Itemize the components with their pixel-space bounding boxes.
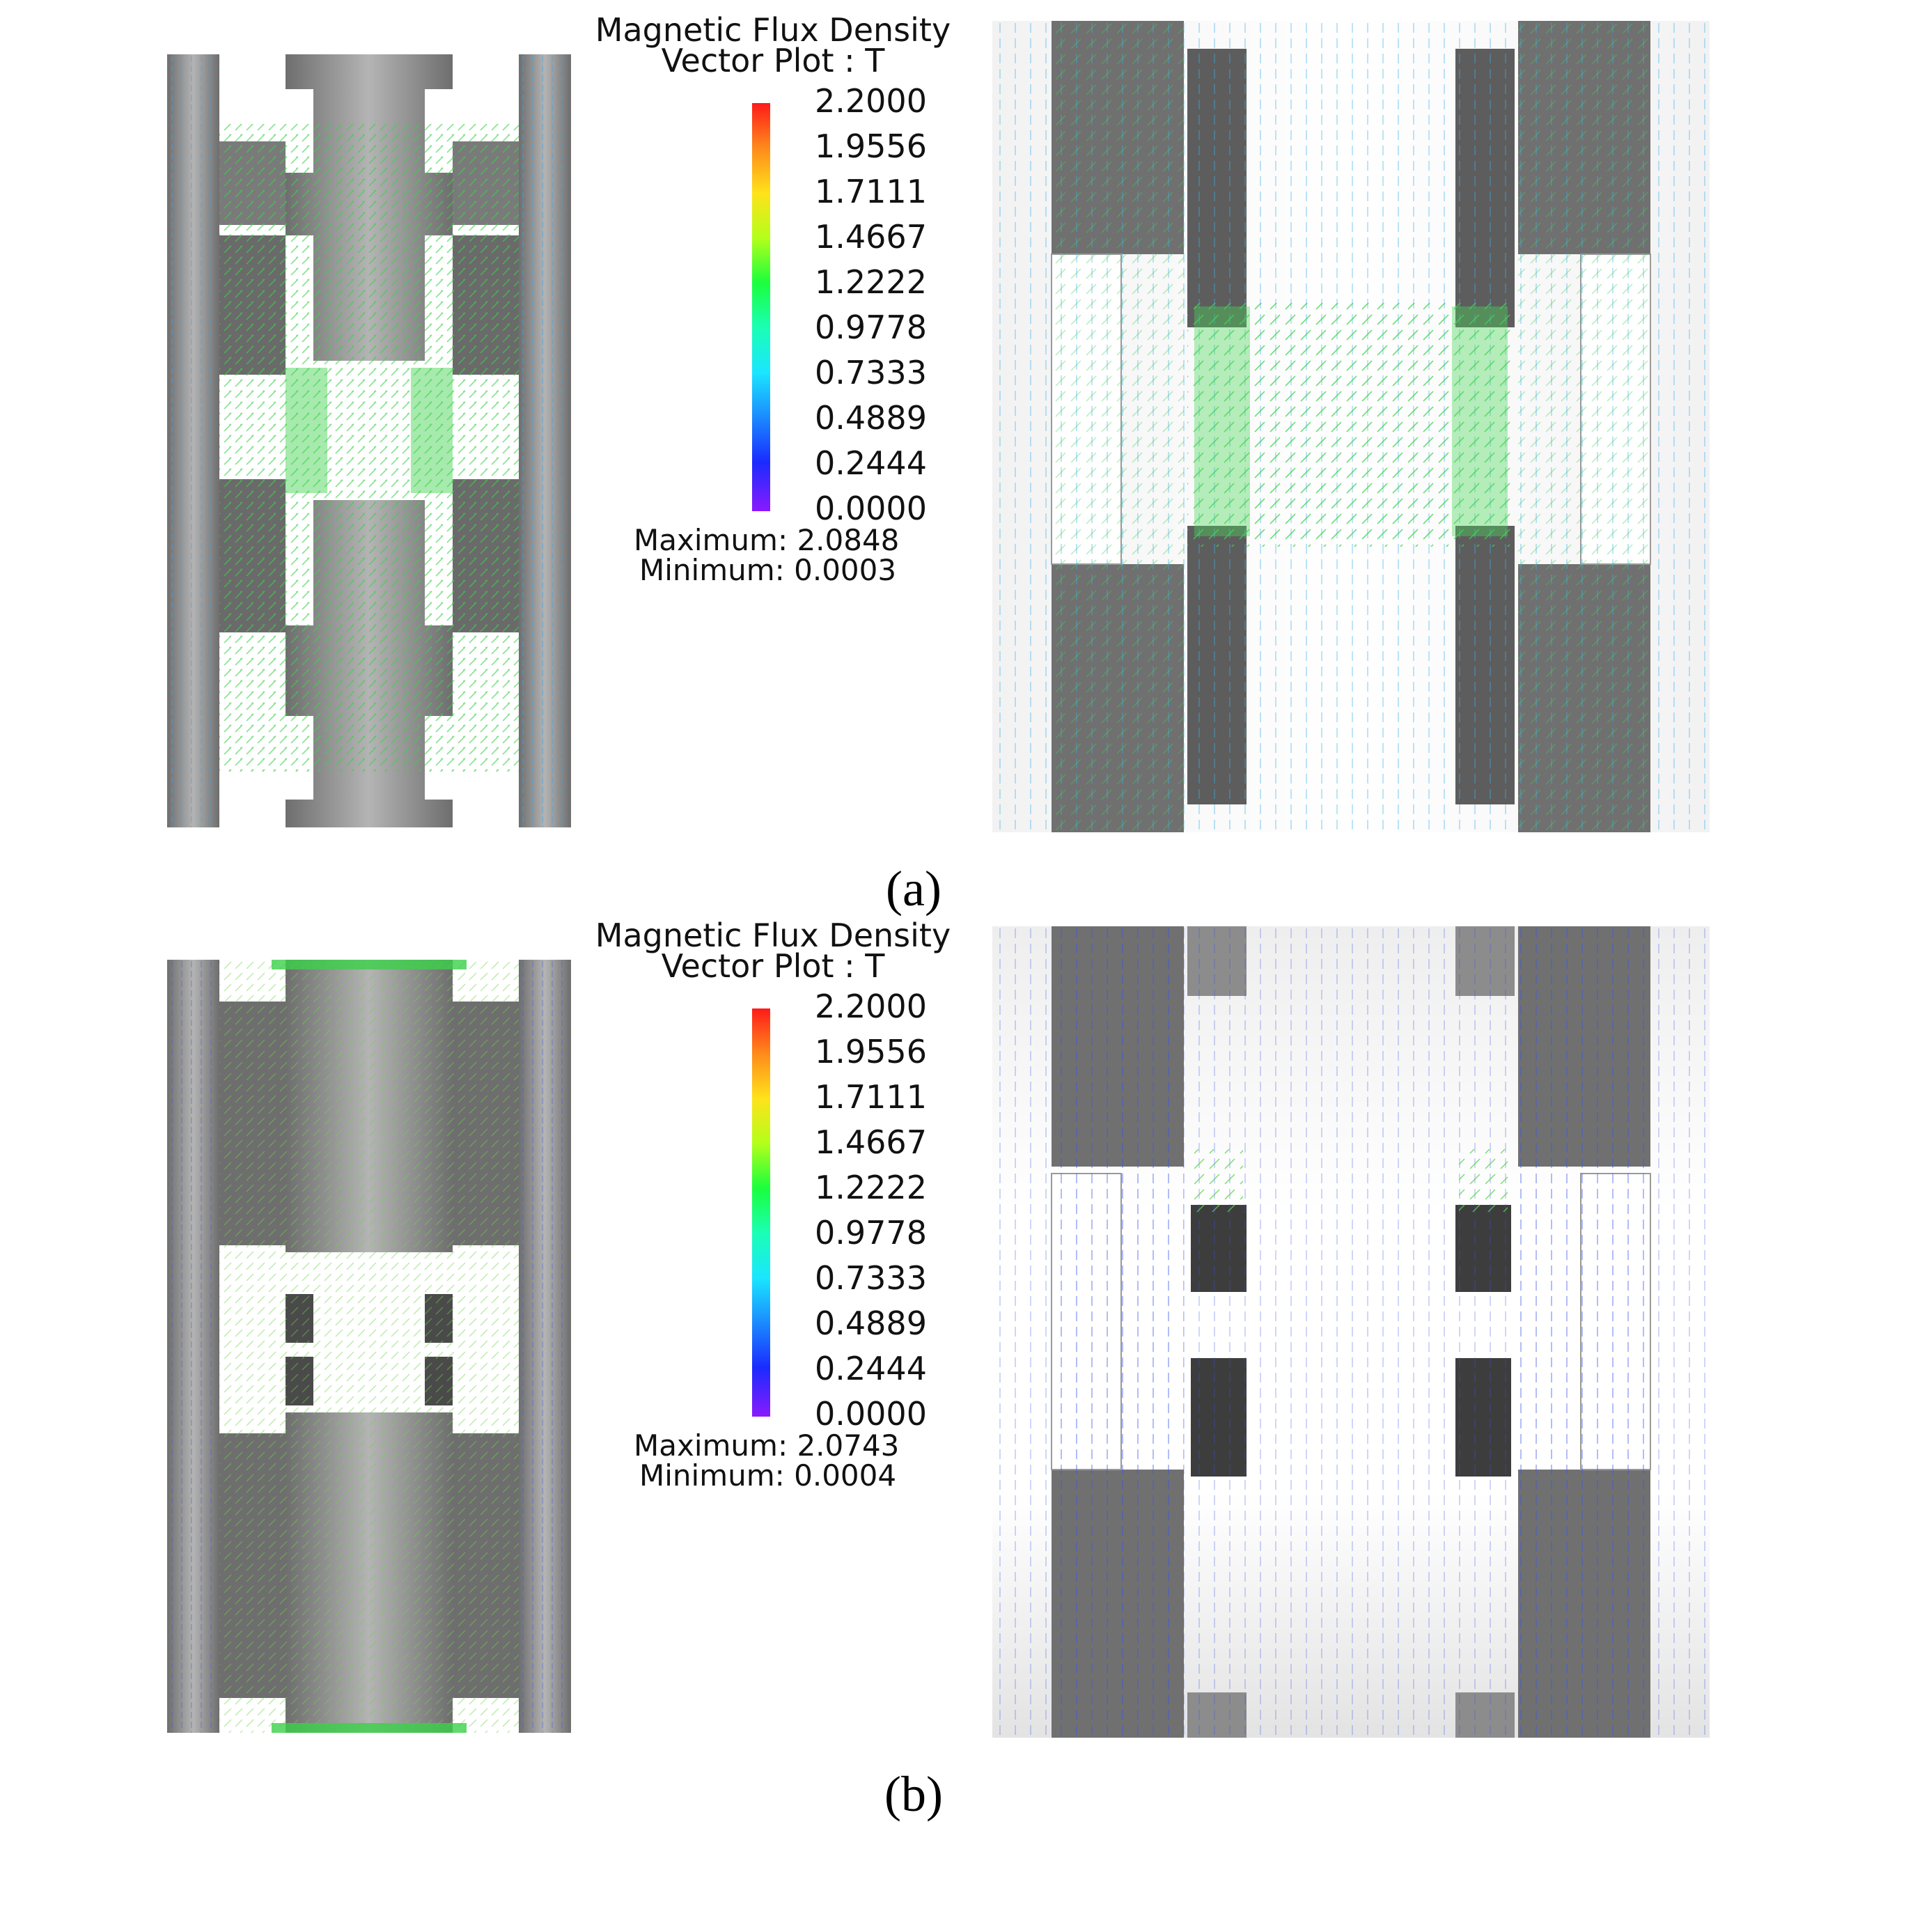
vector-field-full-a [167, 54, 571, 827]
full-section-plot-b [167, 960, 571, 1733]
vector-field-zoom-a [992, 21, 1710, 832]
panel-label-a: (a) [886, 861, 942, 917]
colorbar-tick: 1.4667 [815, 218, 927, 256]
colorbar [752, 103, 770, 511]
colorbar-tick: 1.2222 [815, 263, 927, 301]
figure-panel-b: Magnetic Flux Density Vector Plot : T 2.… [0, 905, 1922, 1819]
colorbar-tick: 1.2222 [815, 1169, 927, 1206]
zoom-plot-b [992, 926, 1710, 1738]
colorbar-legend-b: Magnetic Flux Density Vector Plot : T 2.… [585, 919, 961, 1511]
panel-label-b: (b) [884, 1766, 943, 1822]
figure-panel-a: Magnetic Flux Density Vector Plot : T 2.… [0, 0, 1922, 914]
colorbar-tick: 1.4667 [815, 1123, 927, 1161]
legend-title-line1: Magnetic Flux Density [595, 917, 951, 954]
colorbar-tick: 2.2000 [815, 82, 927, 120]
legend-minimum: Minimum: 0.0003 [639, 553, 897, 587]
colorbar-tick: 0.2444 [815, 444, 927, 482]
legend-title-line1: Magnetic Flux Density [595, 11, 951, 49]
colorbar-legend-a: Magnetic Flux Density Vector Plot : T 2.… [585, 14, 961, 606]
vector-field-zoom-b [992, 926, 1710, 1738]
colorbar [752, 1008, 770, 1417]
legend-maximum: Maximum: 2.0848 [634, 523, 900, 557]
colorbar-tick: 0.2444 [815, 1350, 927, 1387]
colorbar-tick: 0.9778 [815, 309, 927, 346]
colorbar-tick: 0.9778 [815, 1214, 927, 1252]
zoom-plot-a [992, 21, 1710, 832]
legend-maximum: Maximum: 2.0743 [634, 1428, 900, 1463]
legend-minimum: Minimum: 0.0004 [639, 1458, 897, 1493]
colorbar-tick: 1.7111 [815, 173, 927, 210]
legend-title-line2: Vector Plot : T [661, 947, 885, 985]
colorbar-tick: 1.9556 [815, 1033, 927, 1070]
vector-field-full-b [167, 960, 571, 1733]
colorbar-tick: 2.2000 [815, 988, 927, 1025]
full-section-plot-a [167, 54, 571, 827]
colorbar-tick: 0.0000 [815, 1395, 927, 1433]
colorbar-tick: 0.7333 [815, 1259, 927, 1297]
legend-title-line2: Vector Plot : T [661, 42, 885, 79]
colorbar-tick: 1.9556 [815, 127, 927, 165]
colorbar-tick: 0.4889 [815, 399, 927, 437]
colorbar-tick: 0.4889 [815, 1304, 927, 1342]
colorbar-tick: 0.0000 [815, 490, 927, 527]
colorbar-tick: 0.7333 [815, 354, 927, 391]
colorbar-tick: 1.7111 [815, 1078, 927, 1116]
